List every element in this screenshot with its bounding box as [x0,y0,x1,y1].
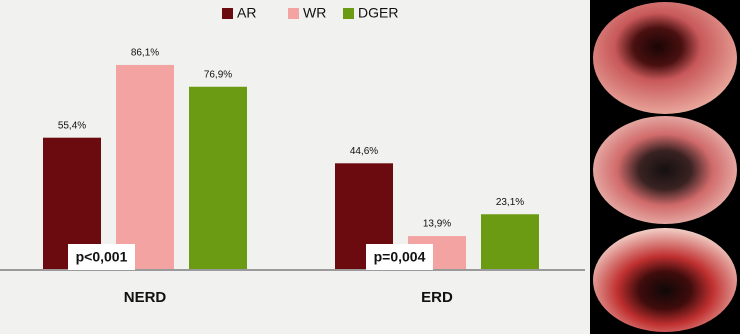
endoscopy-image [593,116,737,224]
legend-swatch [343,8,354,19]
legend-label: DGER [358,5,398,21]
value-label: 23,1% [496,197,524,208]
bar [116,64,174,270]
bar [189,86,247,269]
endoscopy-image [593,228,737,332]
value-label: 86,1% [131,48,159,59]
value-label: 44,6% [350,146,378,157]
annotation-box [366,244,433,270]
bar [481,214,539,269]
legend-label: WR [303,5,326,21]
value-label: 76,9% [204,69,232,80]
legend-swatch [288,8,299,19]
p-value: p=0,004 [374,249,426,265]
category-label: NERD [124,289,167,306]
endoscopy-image [593,2,737,114]
annotation-box [68,244,135,270]
p-value: p<0,001 [76,249,128,265]
endoscopy-images [590,0,740,334]
legend-swatch [222,8,233,19]
legend-label: AR [237,5,256,21]
category-label: ERD [421,289,453,306]
value-label: 13,9% [423,219,451,230]
value-label: 55,4% [58,120,86,131]
